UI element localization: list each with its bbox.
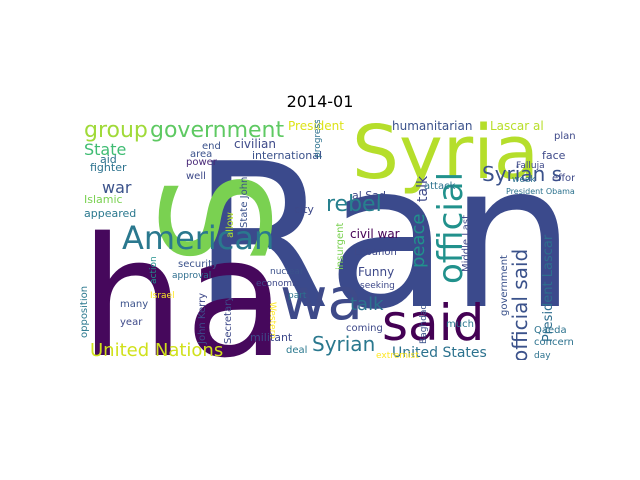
- word-coming: coming: [346, 323, 383, 334]
- word-extremist: extremist: [376, 351, 419, 361]
- word-islamic: Islamic: [84, 193, 123, 206]
- word-president: President: [288, 120, 344, 133]
- word-militant: militant: [250, 331, 293, 344]
- word-cloud: Ran ha S Syria wa said American official…: [80, 120, 575, 360]
- word-many: many: [120, 299, 149, 310]
- word-government-2: government: [499, 255, 510, 316]
- word-city: city: [294, 203, 314, 216]
- word-security: security: [178, 259, 218, 270]
- word-government: government: [150, 120, 285, 143]
- word-opposition: opposition: [80, 285, 90, 338]
- word-united-nations: United Nations: [90, 340, 224, 360]
- word-insurgent: insurgent: [335, 222, 346, 270]
- word-allow: allow: [225, 212, 236, 238]
- word-year: year: [120, 317, 143, 328]
- figure-title: 2014-01: [286, 92, 354, 111]
- word-middle-last: Middle Last: [461, 214, 472, 272]
- word-president-obama: President Obama: [506, 187, 575, 196]
- word-official-said: official said: [508, 248, 532, 360]
- word-civil-war: civil war: [350, 227, 400, 241]
- word-american: American: [122, 219, 275, 257]
- word-state-john: State John: [239, 176, 250, 228]
- word-said: said: [382, 294, 485, 352]
- word-ran: Ran: [192, 121, 575, 354]
- word-action: action: [149, 256, 159, 284]
- word-war: war: [102, 178, 132, 197]
- word-effort: effort: [552, 173, 575, 184]
- word-day: day: [534, 351, 551, 361]
- word-seeking: seeking: [360, 281, 395, 291]
- word-baghdad: Baghdad: [419, 303, 429, 344]
- word-area: area: [190, 149, 213, 160]
- word-week: week: [512, 175, 536, 185]
- word-humanitarian: humanitarian: [392, 120, 473, 133]
- word-rebel: rebel: [326, 192, 382, 217]
- word-much: much: [446, 319, 474, 330]
- word-state: State: [84, 140, 127, 159]
- word-funny: Funny: [358, 265, 395, 279]
- word-lebanon: Lebanon: [354, 247, 397, 258]
- word-wa: wa: [280, 265, 363, 333]
- word-lascar-al: Lascar al: [490, 120, 544, 133]
- word-group: group: [84, 120, 148, 143]
- word-secretary: Secretary: [223, 295, 234, 344]
- word-concern: concern: [534, 337, 574, 348]
- word-falluja: Falluja: [516, 161, 545, 171]
- word-nuclear: nuclear: [270, 267, 304, 277]
- word-international: international: [252, 149, 323, 162]
- word-al-sad: al Sad: [352, 189, 386, 202]
- word-syrian-s: Syrian s: [482, 162, 563, 186]
- word-attack: attack: [424, 181, 456, 192]
- word-economic: economic: [256, 279, 300, 289]
- word-plan: plan: [554, 131, 575, 142]
- word-talk: talk: [350, 294, 384, 315]
- word-appeared: appeared: [84, 207, 137, 220]
- word-well: well: [186, 171, 206, 182]
- word-peace: peace: [408, 213, 429, 268]
- word-united-states: United States: [392, 345, 487, 360]
- word-john-kerry: John Kerry: [197, 292, 208, 344]
- word-aid: aid: [100, 153, 117, 166]
- word-face: face: [542, 149, 566, 162]
- word-syrian: Syrian: [312, 332, 376, 356]
- word-end: end: [202, 141, 221, 152]
- word-power: power: [186, 157, 217, 168]
- word-progress: progress: [313, 120, 323, 158]
- word-deal: deal: [286, 345, 308, 356]
- word-part: part: [288, 291, 307, 301]
- word-qaeda: Qaeda: [534, 325, 567, 336]
- word-israel: Israel: [150, 291, 175, 301]
- word-ha: ha: [80, 202, 286, 361]
- word-fighter: fighter: [90, 161, 127, 174]
- word-civilian: civilian: [234, 137, 276, 151]
- word-approval: approval: [172, 271, 212, 281]
- word-syria: Syria: [352, 120, 540, 196]
